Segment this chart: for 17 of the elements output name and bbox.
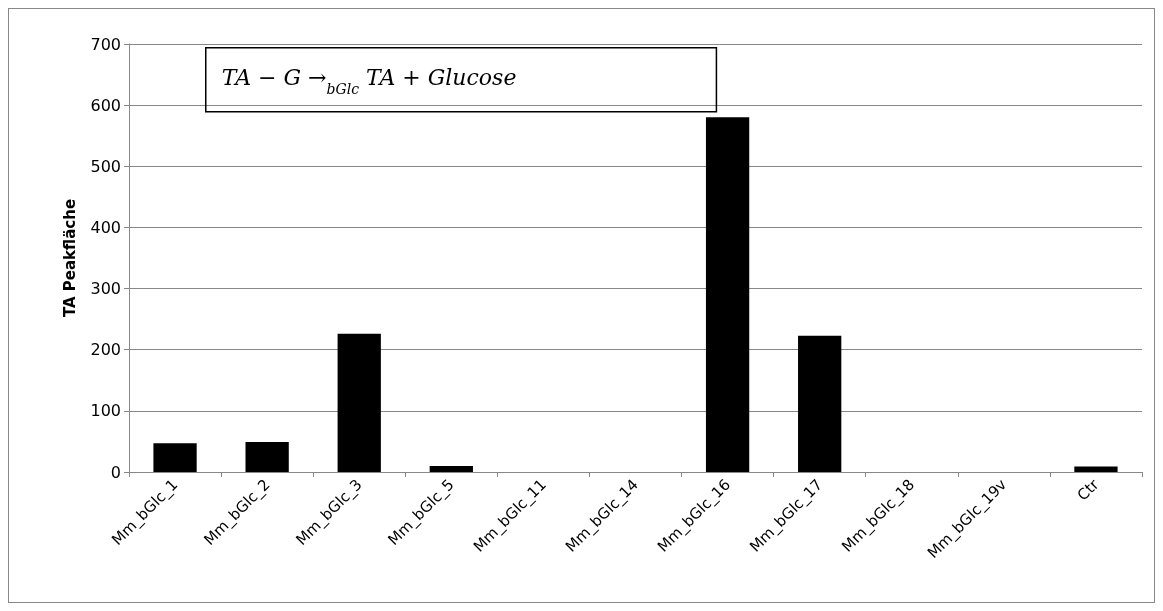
y-tick-label: 700 — [90, 34, 121, 54]
bar — [798, 335, 842, 472]
bar — [337, 333, 381, 472]
y-tick-label: 600 — [90, 95, 121, 115]
bar — [245, 442, 289, 472]
bar — [705, 117, 750, 472]
bar — [1074, 466, 1118, 472]
y-tick-label: 200 — [90, 340, 121, 360]
y-tick-label: 300 — [90, 279, 121, 299]
y-tick-label: 500 — [90, 156, 121, 176]
y-tick-label: 400 — [90, 217, 121, 237]
x-tick-label: Ctr — [1073, 475, 1103, 505]
bar — [429, 465, 473, 472]
y-tick-label: 100 — [90, 401, 121, 421]
bar — [153, 443, 197, 472]
y-tick-label: 0 — [110, 462, 121, 482]
y-axis-title: TA Peakfläche — [60, 198, 79, 318]
